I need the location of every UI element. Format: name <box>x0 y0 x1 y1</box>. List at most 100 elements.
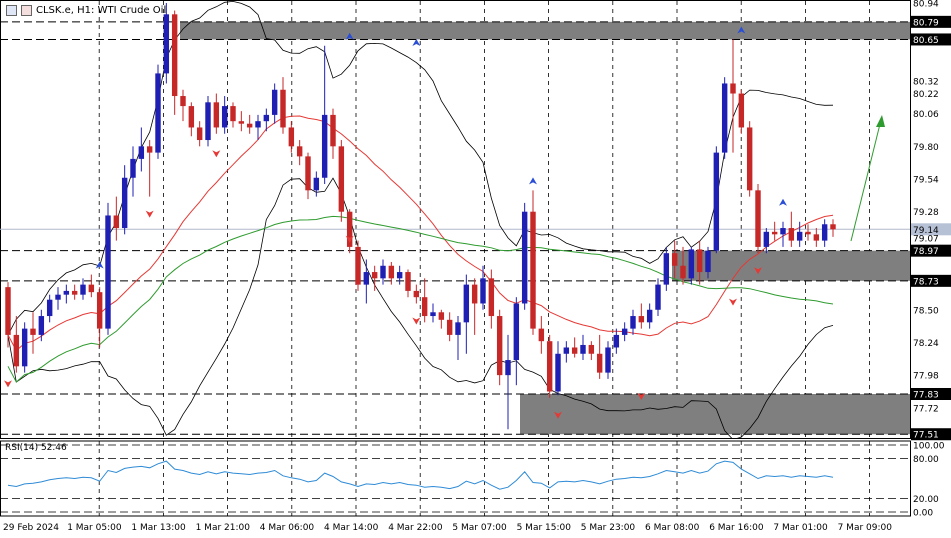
candle-body <box>630 316 636 329</box>
candle-body <box>5 287 11 335</box>
candle-body <box>446 319 453 335</box>
candle-body <box>138 146 145 159</box>
moving-average-green <box>7 215 834 383</box>
time-axis-label: 4 Mar 06:00 <box>260 523 315 533</box>
price-axis-label: 80.06 <box>913 110 939 120</box>
candle-body <box>213 102 220 128</box>
fractal-down-arrow <box>637 392 646 400</box>
time-axis-label: 6 Mar 16:00 <box>709 523 764 533</box>
candle-body <box>696 249 703 273</box>
candle-body <box>438 312 445 320</box>
candle-body <box>738 93 745 128</box>
candle-body <box>21 328 28 367</box>
candle-body <box>146 146 153 153</box>
candle-body <box>680 265 686 279</box>
time-axis-label: 7 Mar 01:00 <box>773 523 828 533</box>
fractal-down-arrow <box>729 298 737 306</box>
candle-body <box>396 272 403 279</box>
price-axis-label: 80.94 <box>913 0 939 10</box>
candle-body <box>305 156 311 191</box>
price-label-box <box>911 223 951 236</box>
candle-body <box>338 146 345 212</box>
candle-body <box>371 272 378 279</box>
candle-body <box>638 316 645 323</box>
price-axis-label: 79.14 <box>913 226 939 236</box>
rsi-plot-frame <box>0 440 911 517</box>
support-resistance-zone <box>180 21 910 40</box>
candle-body <box>180 96 186 107</box>
candle-body <box>205 102 211 141</box>
fractal-down-arrow <box>212 150 221 158</box>
candle-body <box>538 328 545 342</box>
candle-body <box>30 328 36 335</box>
candle-body <box>246 123 253 128</box>
candle-body <box>605 347 611 373</box>
fractal-up-arrow <box>412 39 421 47</box>
candle-body <box>63 290 70 295</box>
candle-body <box>496 316 503 376</box>
price-axis-label: 79.80 <box>913 143 939 153</box>
candle-body <box>663 253 670 285</box>
main-plot-frame <box>0 0 911 439</box>
fractal-up-arrow <box>779 198 787 206</box>
candle-body <box>46 299 53 317</box>
price-axis-label: 78.97 <box>913 247 939 257</box>
candle-body <box>788 228 795 241</box>
rsi-level-label: 100.00 <box>913 442 945 452</box>
price-label-box <box>911 33 951 46</box>
rsi-line <box>7 460 834 490</box>
rsi-level-label: 20.00 <box>913 495 939 505</box>
candle-body <box>188 106 195 128</box>
candle-body <box>355 246 361 285</box>
candle-body <box>746 127 753 191</box>
price-label-box <box>911 428 951 441</box>
candle-body <box>271 89 278 115</box>
candle-body <box>121 177 128 229</box>
chart-type-icon[interactable] <box>21 5 32 16</box>
candle-body <box>488 278 495 317</box>
price-axis-label: 80.22 <box>913 90 939 100</box>
candle-body <box>521 211 528 304</box>
price-axis-label: 78.73 <box>913 277 939 287</box>
candle-body <box>171 14 178 97</box>
candle-body <box>571 347 578 354</box>
candle-body <box>771 231 778 235</box>
fractal-down-arrow <box>412 317 421 325</box>
chart-title: CLSK.e, H1: WTI Crude Oil <box>36 5 167 16</box>
candle-body <box>813 234 820 241</box>
projection-arrow-line <box>850 123 881 242</box>
rsi-level-label: 0.00 <box>913 509 933 519</box>
candle-body <box>505 360 511 376</box>
candle-body <box>80 284 86 295</box>
candle-body <box>55 294 61 300</box>
candle-body <box>221 106 228 128</box>
candle-body <box>555 353 561 392</box>
fractal-up-arrow <box>95 261 104 269</box>
candle-body <box>513 303 520 361</box>
candle-body <box>313 177 320 191</box>
fractal-up-arrow <box>737 26 746 34</box>
chart-window-icon[interactable] <box>6 5 17 16</box>
candle-body <box>430 312 436 317</box>
candle-body <box>405 272 411 291</box>
candle-body <box>105 215 111 329</box>
time-axis-label: 1 Mar 13:00 <box>131 523 186 533</box>
candle-body <box>71 290 78 295</box>
price-axis-label: 77.98 <box>913 372 939 382</box>
price-axis-label: 79.28 <box>913 208 939 218</box>
candle-body <box>480 278 486 304</box>
candle-body <box>588 344 595 354</box>
candle-body <box>821 224 828 241</box>
candle-body <box>288 127 295 147</box>
rsi-level-label: 80.00 <box>913 455 939 465</box>
candle-body <box>230 106 236 122</box>
candle-body <box>780 228 786 235</box>
candle-body <box>413 290 420 298</box>
candle-body <box>688 249 695 279</box>
price-axis-label: 80.32 <box>913 77 939 87</box>
time-axis-label: 5 Mar 23:00 <box>581 523 636 533</box>
candle-body <box>88 284 95 293</box>
candle-body <box>796 231 803 241</box>
time-axis-label: 5 Mar 07:00 <box>452 523 507 533</box>
